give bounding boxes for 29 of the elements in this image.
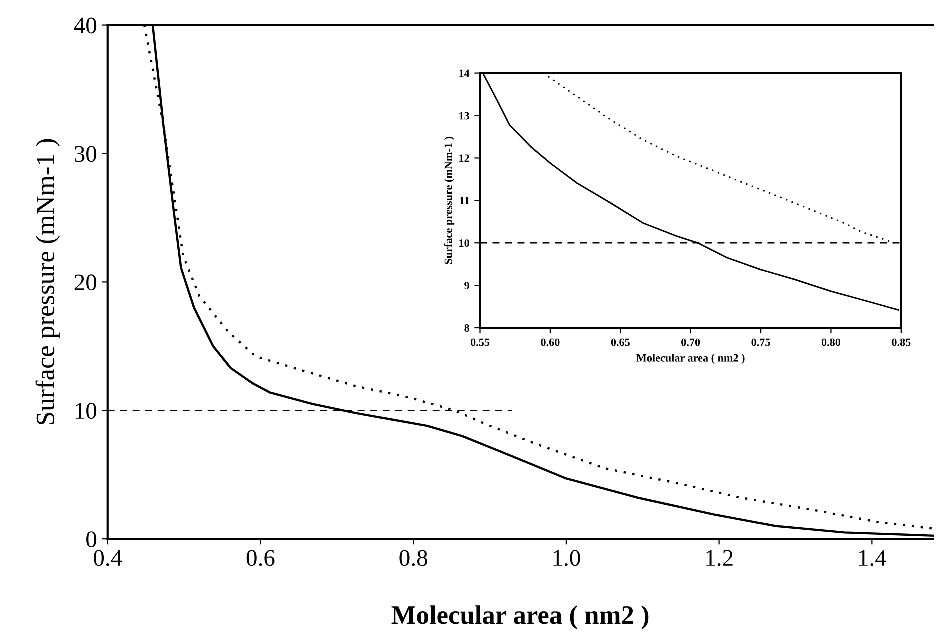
x-tick-label: 0.4 <box>94 550 122 566</box>
x-tick-label: 0.70 <box>682 338 700 346</box>
x-tick-label: 0.65 <box>611 338 630 346</box>
y-tick-label: 10 <box>76 403 97 420</box>
x-tick-label: 1.4 <box>859 550 887 566</box>
x-axis-title: Molecular area ( nm2 ) <box>636 354 745 364</box>
x-tick-label: 1.2 <box>706 550 733 566</box>
x-tick-label: 1.0 <box>554 550 580 566</box>
y-axis-title: Surface pressure (mNm-1 ) <box>36 139 60 424</box>
x-tick-label: 0.6 <box>246 550 275 566</box>
y-tick-label: 40 <box>74 18 97 34</box>
y-tick-label: 12 <box>460 154 470 162</box>
y-tick-label: 0 <box>86 532 97 548</box>
y-tick-label: 8 <box>464 324 470 332</box>
y-tick-label: 11 <box>460 197 470 205</box>
x-tick-label: 0.85 <box>892 338 911 346</box>
x-tick-label: 0.55 <box>470 338 490 346</box>
x-tick-label: 0.80 <box>822 338 841 346</box>
y-tick-label: 13 <box>460 112 470 120</box>
y-tick-label: 10 <box>460 240 470 248</box>
y-axis-title: Surface pressure (mNm-1 ) <box>444 137 455 264</box>
y-tick-label: 30 <box>74 146 97 162</box>
y-tick-label: 20 <box>74 274 97 291</box>
x-axis-title: Molecular area ( nm2 ) <box>392 606 649 630</box>
x-tick-label: 0.8 <box>400 550 428 566</box>
x-tick-label: 0.60 <box>541 338 560 346</box>
y-tick-label: 14 <box>460 70 470 78</box>
x-tick-label: 0.75 <box>752 338 770 346</box>
y-tick-label: 9 <box>464 282 470 290</box>
